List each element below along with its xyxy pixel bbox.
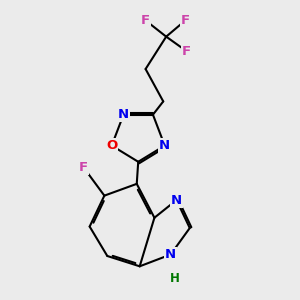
Text: F: F xyxy=(141,14,150,27)
Text: N: N xyxy=(165,248,176,261)
Text: H: H xyxy=(170,272,180,285)
Text: O: O xyxy=(106,139,117,152)
Text: F: F xyxy=(79,161,88,174)
Text: F: F xyxy=(182,45,191,58)
Text: N: N xyxy=(171,194,182,207)
Text: F: F xyxy=(181,14,190,27)
Text: N: N xyxy=(118,108,129,121)
Text: N: N xyxy=(159,139,170,152)
